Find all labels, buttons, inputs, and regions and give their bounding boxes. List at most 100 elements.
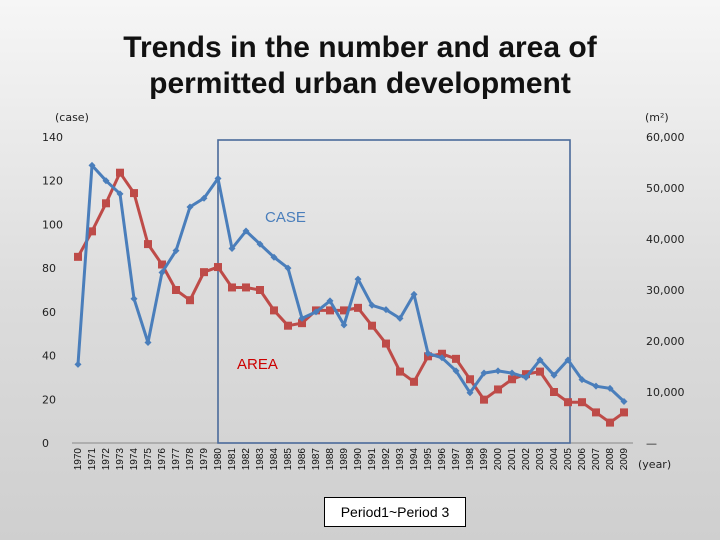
area-point bbox=[144, 240, 152, 249]
left-tick-label: 140 bbox=[42, 131, 63, 144]
series-line-case bbox=[76, 163, 626, 403]
x-tick-label: 1992 bbox=[381, 448, 392, 471]
area-point bbox=[466, 375, 474, 384]
right-tick-label: 40,000 bbox=[646, 233, 685, 246]
area-point bbox=[74, 252, 82, 261]
case-point bbox=[536, 356, 544, 364]
left-tick-label: 80 bbox=[42, 262, 56, 275]
case-point bbox=[354, 275, 362, 283]
left-tick-label: 20 bbox=[42, 393, 56, 406]
right-tick-label: 60,000 bbox=[646, 131, 685, 144]
highlight-period-box bbox=[217, 139, 571, 444]
area-point bbox=[340, 306, 348, 315]
area-point bbox=[592, 408, 600, 417]
x-tick-label: 2002 bbox=[521, 448, 532, 471]
series-layer bbox=[74, 161, 628, 427]
case-point bbox=[508, 369, 516, 377]
x-tick-label: 1984 bbox=[269, 448, 280, 471]
area-point bbox=[326, 306, 334, 315]
case-point bbox=[144, 338, 152, 346]
area-point bbox=[284, 321, 292, 330]
area-point bbox=[550, 388, 558, 396]
x-tick-label: 2006 bbox=[577, 448, 588, 471]
x-tick-label: 1986 bbox=[297, 448, 308, 471]
case-point bbox=[186, 203, 194, 211]
case-point bbox=[592, 382, 600, 390]
area-point bbox=[298, 319, 306, 328]
area-point bbox=[620, 408, 628, 417]
x-tick-label: 1987 bbox=[311, 448, 322, 471]
right-axis-ticks: — 10,000 20,000 30,000 40,000 50,000 60,000 bbox=[646, 131, 685, 450]
area-point bbox=[410, 377, 418, 386]
left-tick-label: 0 bbox=[42, 437, 49, 450]
x-axis-ticks: 1970 1971 1972 1973 1974 1975 1976 1977 1978 1979… bbox=[73, 448, 630, 471]
area-point bbox=[564, 398, 572, 407]
area-point bbox=[116, 168, 124, 177]
area-annotation: AREA bbox=[237, 356, 278, 373]
case-point bbox=[172, 247, 180, 255]
left-axis-unit: (case) bbox=[55, 111, 89, 124]
case-point bbox=[382, 306, 390, 314]
x-tick-label: 1991 bbox=[367, 448, 378, 471]
x-tick-label: 2000 bbox=[493, 448, 504, 471]
x-tick-label: 2003 bbox=[535, 448, 546, 471]
case-point bbox=[74, 360, 82, 368]
x-tick-label: 1998 bbox=[465, 448, 476, 471]
chart-title-line-2: permitted urban development bbox=[149, 67, 571, 100]
case-point bbox=[298, 314, 306, 322]
x-tick-label: 2009 bbox=[619, 448, 630, 471]
area-point bbox=[172, 286, 180, 294]
case-point bbox=[214, 175, 222, 183]
case-point bbox=[102, 177, 110, 185]
x-tick-label: 1996 bbox=[437, 448, 448, 471]
right-tick-label: 10,000 bbox=[646, 386, 685, 399]
area-point bbox=[438, 349, 446, 358]
x-tick-label: 1983 bbox=[255, 448, 266, 471]
area-point bbox=[158, 260, 166, 269]
area-point bbox=[536, 367, 544, 376]
left-tick-label: 40 bbox=[42, 350, 56, 363]
case-point bbox=[368, 301, 376, 309]
period-note: Period1~Period 3 bbox=[324, 497, 466, 527]
case-point bbox=[284, 264, 292, 272]
x-tick-label: 1995 bbox=[423, 448, 434, 471]
case-point bbox=[522, 373, 530, 381]
right-tick-label: 20,000 bbox=[646, 335, 685, 348]
x-tick-label: 2007 bbox=[591, 448, 602, 471]
right-tick-label: — bbox=[646, 437, 657, 450]
x-tick-label: 1994 bbox=[409, 448, 420, 471]
x-tick-label: 1985 bbox=[283, 448, 294, 471]
x-tick-label: 1971 bbox=[87, 448, 98, 471]
area-point bbox=[228, 283, 236, 292]
area-point bbox=[382, 339, 390, 348]
case-point bbox=[452, 367, 460, 375]
right-tick-label: 50,000 bbox=[646, 182, 685, 195]
x-tick-label: 1982 bbox=[241, 448, 252, 471]
left-tick-label: 60 bbox=[42, 306, 56, 319]
area-point bbox=[396, 367, 404, 376]
area-point bbox=[452, 354, 460, 363]
x-tick-label: 1989 bbox=[339, 448, 350, 471]
case-point bbox=[606, 384, 614, 392]
x-tick-label: 1974 bbox=[129, 448, 140, 471]
case-point bbox=[438, 354, 446, 362]
area-point bbox=[578, 398, 586, 407]
x-tick-label: 1976 bbox=[157, 448, 168, 471]
x-tick-label: 1988 bbox=[325, 448, 336, 471]
case-point bbox=[326, 297, 334, 305]
case-point bbox=[410, 290, 418, 298]
x-tick-label: 2008 bbox=[605, 448, 616, 471]
chart-title-line-1: Trends in the number and area of bbox=[123, 31, 597, 64]
case-point bbox=[466, 389, 474, 397]
series-line-area bbox=[76, 171, 625, 425]
area-point bbox=[270, 306, 278, 315]
right-axis-unit: (m²) bbox=[645, 111, 669, 124]
case-point bbox=[158, 269, 166, 277]
area-point bbox=[102, 199, 110, 208]
x-tick-label: 1981 bbox=[227, 448, 238, 471]
area-point bbox=[508, 375, 516, 384]
case-point bbox=[312, 308, 320, 316]
x-tick-label: 1980 bbox=[213, 448, 224, 471]
x-tick-label: 1993 bbox=[395, 448, 406, 471]
